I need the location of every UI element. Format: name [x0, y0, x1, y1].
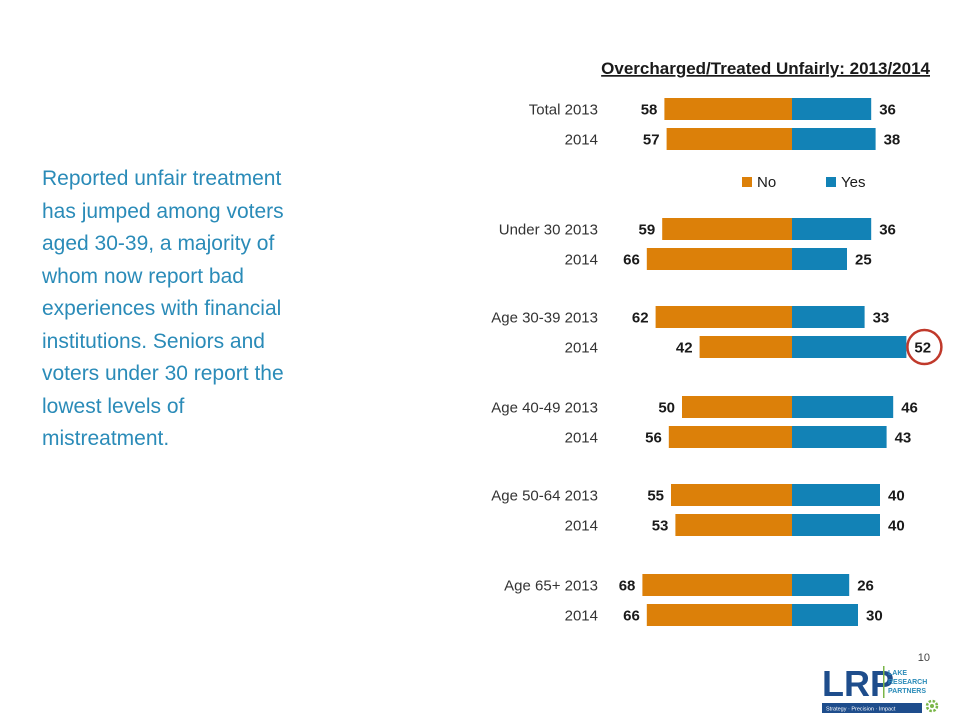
bar-yes	[792, 574, 850, 596]
bar-no	[671, 484, 792, 506]
data-label-no: 50	[658, 400, 675, 417]
data-label-yes: 52	[914, 340, 931, 357]
bar-no	[664, 98, 792, 120]
category-label: Total 2013	[529, 102, 598, 119]
page-number: 10	[917, 652, 930, 664]
logo-tagline-bar	[822, 703, 922, 713]
data-label-no: 53	[652, 518, 669, 535]
legend-label-yes: Yes	[841, 174, 865, 191]
data-label-yes: 38	[884, 132, 901, 149]
data-label-no: 58	[641, 102, 658, 119]
gear-icon	[925, 699, 939, 713]
data-label-no: 59	[639, 222, 656, 239]
bar-yes	[792, 306, 865, 328]
bar-no	[655, 306, 792, 328]
highlight-circle	[906, 328, 943, 366]
bar-yes	[792, 396, 894, 418]
bar-no	[642, 574, 792, 596]
category-label: 2014	[565, 430, 598, 447]
bar-no	[668, 426, 792, 448]
logo-tagline: Strategy · Precision · Impact	[826, 707, 896, 713]
bar-yes	[792, 484, 880, 506]
data-label-no: 68	[619, 578, 636, 595]
data-label-yes: 46	[901, 400, 918, 417]
bar-yes	[792, 514, 880, 536]
summary-text: Reported unfair treatment has jumped amo…	[42, 167, 284, 450]
data-label-yes: 33	[873, 310, 890, 327]
category-label: 2014	[565, 518, 598, 535]
logo-name-line-1: LAKE	[888, 670, 907, 677]
chart-title: Overcharged/Treated Unfairly: 2013/2014	[601, 59, 930, 78]
logo-letters: LRP	[822, 663, 894, 704]
data-label-no: 56	[645, 430, 662, 447]
data-label-yes: 26	[857, 578, 874, 595]
data-label-yes: 36	[879, 222, 896, 239]
data-label-no: 55	[647, 488, 664, 505]
category-label: Age 30-39 2013	[491, 310, 598, 327]
data-label-yes: 30	[866, 608, 883, 625]
legend-swatch-yes	[826, 177, 836, 187]
bar-no	[666, 128, 792, 150]
bar-yes	[792, 336, 907, 358]
category-label: 2014	[565, 340, 598, 357]
category-label: Under 30 2013	[499, 222, 598, 239]
data-label-yes: 40	[888, 518, 905, 535]
category-label: 2014	[565, 252, 598, 269]
bar-no	[662, 218, 792, 240]
bar-yes	[792, 248, 847, 270]
bar-no	[646, 248, 792, 270]
bars-group: Total 2013 58 36 2014 57 38 Under 30 2013 59 36 2…	[491, 98, 943, 626]
logo-name-line-2: RESEARCH	[888, 679, 927, 686]
category-label: Age 50-64 2013	[491, 488, 598, 505]
bar-yes	[792, 128, 876, 150]
bar-yes	[792, 218, 872, 240]
category-label: 2014	[565, 132, 598, 149]
data-label-yes: 36	[879, 102, 896, 119]
bar-no	[682, 396, 792, 418]
bar-no	[646, 604, 792, 626]
data-label-no: 66	[623, 608, 640, 625]
category-label: 2014	[565, 608, 598, 625]
data-label-yes: 43	[895, 430, 912, 447]
data-label-no: 62	[632, 310, 649, 327]
data-label-yes: 25	[855, 252, 872, 269]
category-label: Age 40-49 2013	[491, 400, 598, 417]
legend-label-no: No	[757, 174, 776, 191]
bar-no	[699, 336, 792, 358]
data-label-yes: 40	[888, 488, 905, 505]
bar-yes	[792, 604, 858, 626]
data-label-no: 66	[623, 252, 640, 269]
logo-name-line-3: PARTNERS	[888, 688, 926, 695]
data-label-no: 42	[676, 340, 693, 357]
bar-yes	[792, 98, 872, 120]
legend: No Yes	[742, 174, 865, 191]
data-label-no: 57	[643, 132, 660, 149]
bar-yes	[792, 426, 887, 448]
company-logo: LRP LAKE RESEARCH PARTNERS Strategy · Pr…	[822, 663, 939, 713]
legend-swatch-no	[742, 177, 752, 187]
bar-no	[675, 514, 792, 536]
category-label: Age 65+ 2013	[504, 578, 598, 595]
